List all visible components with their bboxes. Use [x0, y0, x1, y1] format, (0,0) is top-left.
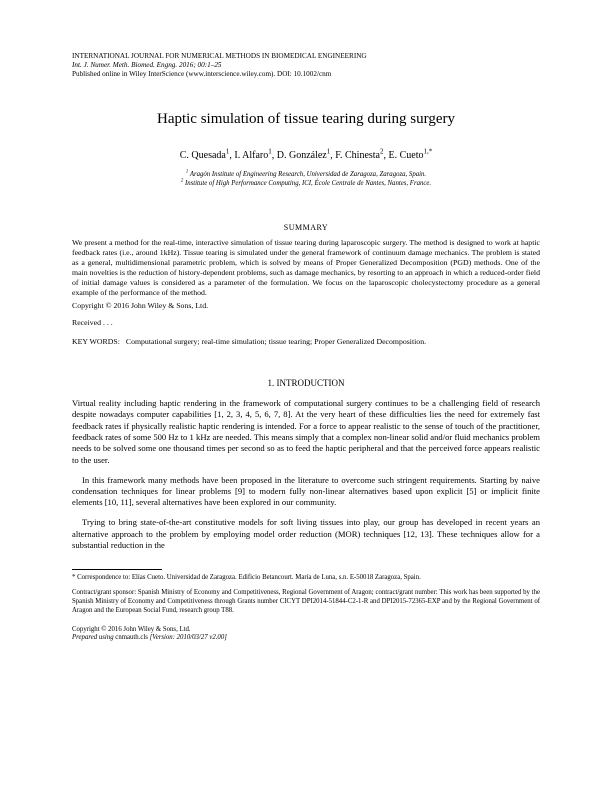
footnote-correspondence: * Correspondence to: Elías Cueto. Univer… [72, 574, 540, 583]
footer-prepared: Prepared using cnmauth.cls [Version: 201… [72, 634, 540, 643]
summary-body: We present a method for the real-time, i… [72, 238, 540, 298]
affiliation-1: 1 Aragón Institute of Engineering Resear… [72, 171, 540, 180]
affiliations: 1 Aragón Institute of Engineering Resear… [72, 171, 540, 189]
page-footer: Copyright © 2016 John Wiley & Sons, Ltd.… [72, 626, 540, 644]
journal-name: INTERNATIONAL JOURNAL FOR NUMERICAL METH… [72, 52, 540, 61]
affiliation-2: 2 Institute of High Performance Computin… [72, 180, 540, 189]
keywords-label: KEY WORDS: [72, 337, 126, 348]
journal-citation: Int. J. Numer. Meth. Biomed. Engng. 2016… [72, 61, 540, 70]
keywords-text: Computational surgery; real-time simulat… [126, 337, 426, 348]
received-line: Received . . . [72, 318, 540, 327]
intro-para-1: Virtual reality including haptic renderi… [72, 398, 540, 466]
journal-header: INTERNATIONAL JOURNAL FOR NUMERICAL METH… [72, 52, 540, 79]
authors-line: C. Quesada1, I. Alfaro1, D. González1, F… [72, 150, 540, 161]
paper-page: INTERNATIONAL JOURNAL FOR NUMERICAL METH… [0, 0, 612, 683]
footer-copyright: Copyright © 2016 John Wiley & Sons, Ltd. [72, 626, 540, 635]
footnote-rule [72, 569, 162, 570]
paper-title: Haptic simulation of tissue tearing duri… [72, 111, 540, 128]
section-heading-1: 1. INTRODUCTION [72, 378, 540, 388]
summary-copyright: Copyright © 2016 John Wiley & Sons, Ltd. [72, 301, 540, 310]
summary-heading: SUMMARY [72, 223, 540, 232]
journal-published: Published online in Wiley InterScience (… [72, 70, 540, 79]
intro-para-3: Trying to bring state-of-the-art constit… [72, 517, 540, 551]
footnote-grant: Contract/grant sponsor: Spanish Ministry… [72, 589, 540, 615]
keywords: KEY WORDS: Computational surgery; real-t… [72, 337, 540, 348]
intro-para-2: In this framework many methods have been… [72, 475, 540, 509]
